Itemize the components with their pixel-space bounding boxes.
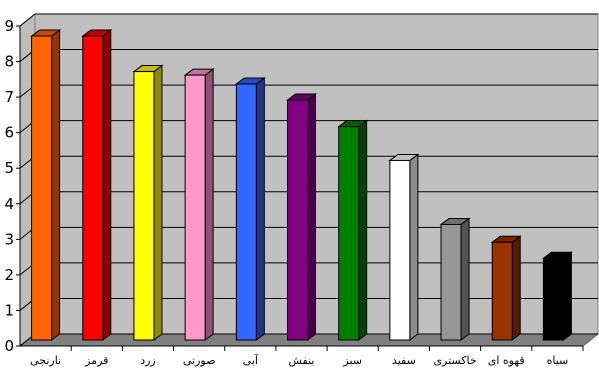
bar	[133, 71, 155, 341]
bar-side	[102, 29, 112, 341]
bar	[389, 159, 411, 341]
bar	[338, 126, 360, 341]
x-tick-label: زرد	[140, 354, 156, 367]
bar	[184, 74, 206, 341]
bar	[235, 83, 257, 341]
x-tick-label: قرمز	[84, 354, 108, 367]
plot-area: 0 1 2 3 4 5 6 7 8 9 نارنجی قرمز زرد صورتی آبی بنفش سبز سف…	[4, 12, 599, 367]
bar	[287, 99, 308, 341]
bar-side	[511, 235, 521, 341]
gridline-depth	[19, 13, 36, 27]
x-tick-label: نارنجی	[30, 354, 61, 367]
y-tick-label: 5	[4, 159, 14, 177]
x-tick-label: سفید	[392, 354, 416, 367]
y-tick-label: 2	[4, 266, 14, 284]
y-tick-label: 1	[4, 301, 14, 319]
bar-side	[255, 77, 265, 341]
y-tick-label: 7	[4, 88, 14, 106]
x-tick-label: صورتی	[183, 354, 216, 367]
bar-side	[153, 64, 163, 341]
bar	[82, 35, 104, 341]
bar-side	[51, 29, 61, 341]
y-tick-label: 3	[4, 230, 14, 248]
bar-side	[358, 119, 368, 341]
x-tick-label: خاکستری	[433, 354, 476, 367]
y-tick-label: 6	[4, 124, 14, 142]
bar	[31, 35, 53, 341]
bar-side	[204, 68, 214, 341]
x-tick-label: سبز	[342, 354, 362, 367]
x-tick-label: سیاه	[547, 354, 569, 367]
y-tick-label: 0	[4, 337, 14, 355]
y-tick-label: 9	[4, 17, 14, 35]
y-tick-label: 8	[4, 53, 14, 71]
x-tick-label: آبی	[243, 353, 259, 367]
bar-side	[409, 153, 419, 341]
bar	[440, 223, 462, 341]
bar-side	[562, 251, 572, 341]
bar-side	[307, 93, 316, 341]
bar	[542, 257, 564, 341]
bar	[491, 241, 513, 341]
y-tick-label: 4	[4, 195, 14, 213]
x-tick-label: قهوه ای	[488, 354, 525, 367]
x-tick-label: بنفش	[289, 354, 315, 367]
bar-side	[460, 217, 470, 341]
